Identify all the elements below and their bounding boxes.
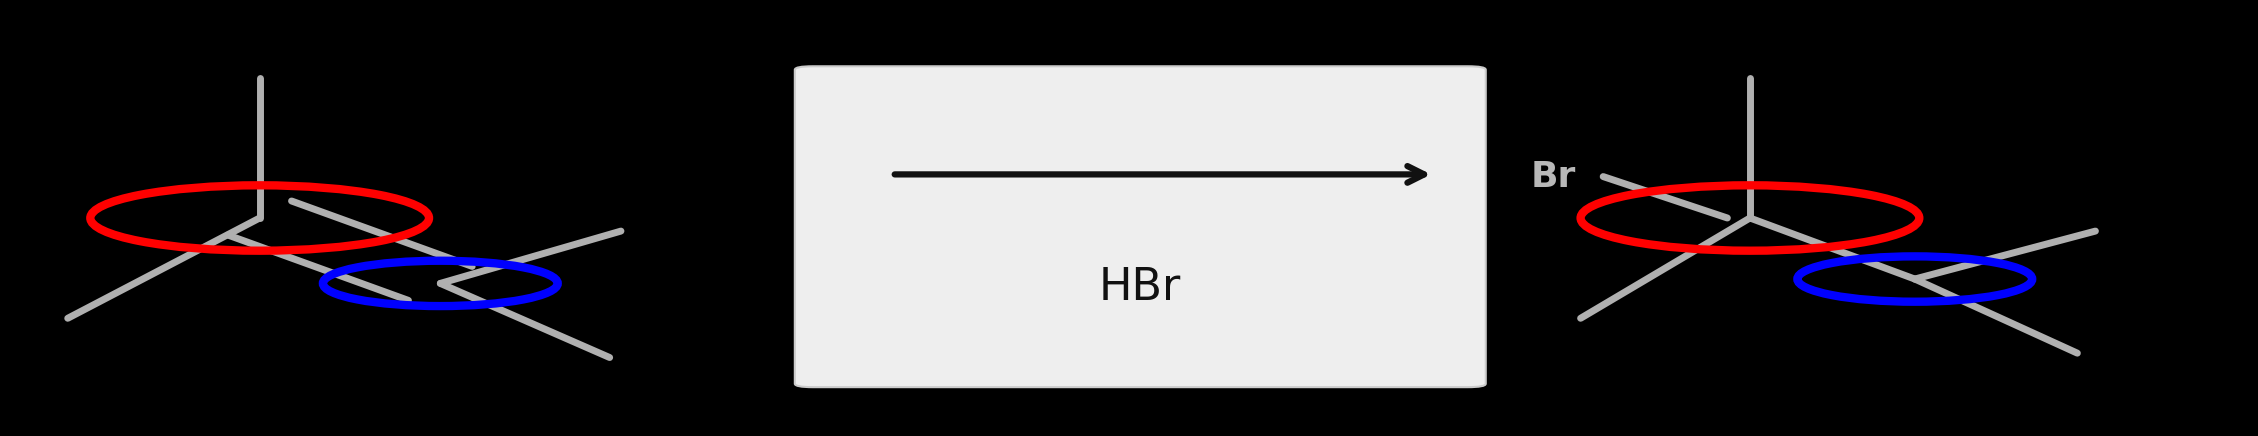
Text: HBr: HBr: [1100, 266, 1181, 309]
FancyBboxPatch shape: [795, 66, 1486, 387]
Text: Br: Br: [1531, 160, 1576, 194]
